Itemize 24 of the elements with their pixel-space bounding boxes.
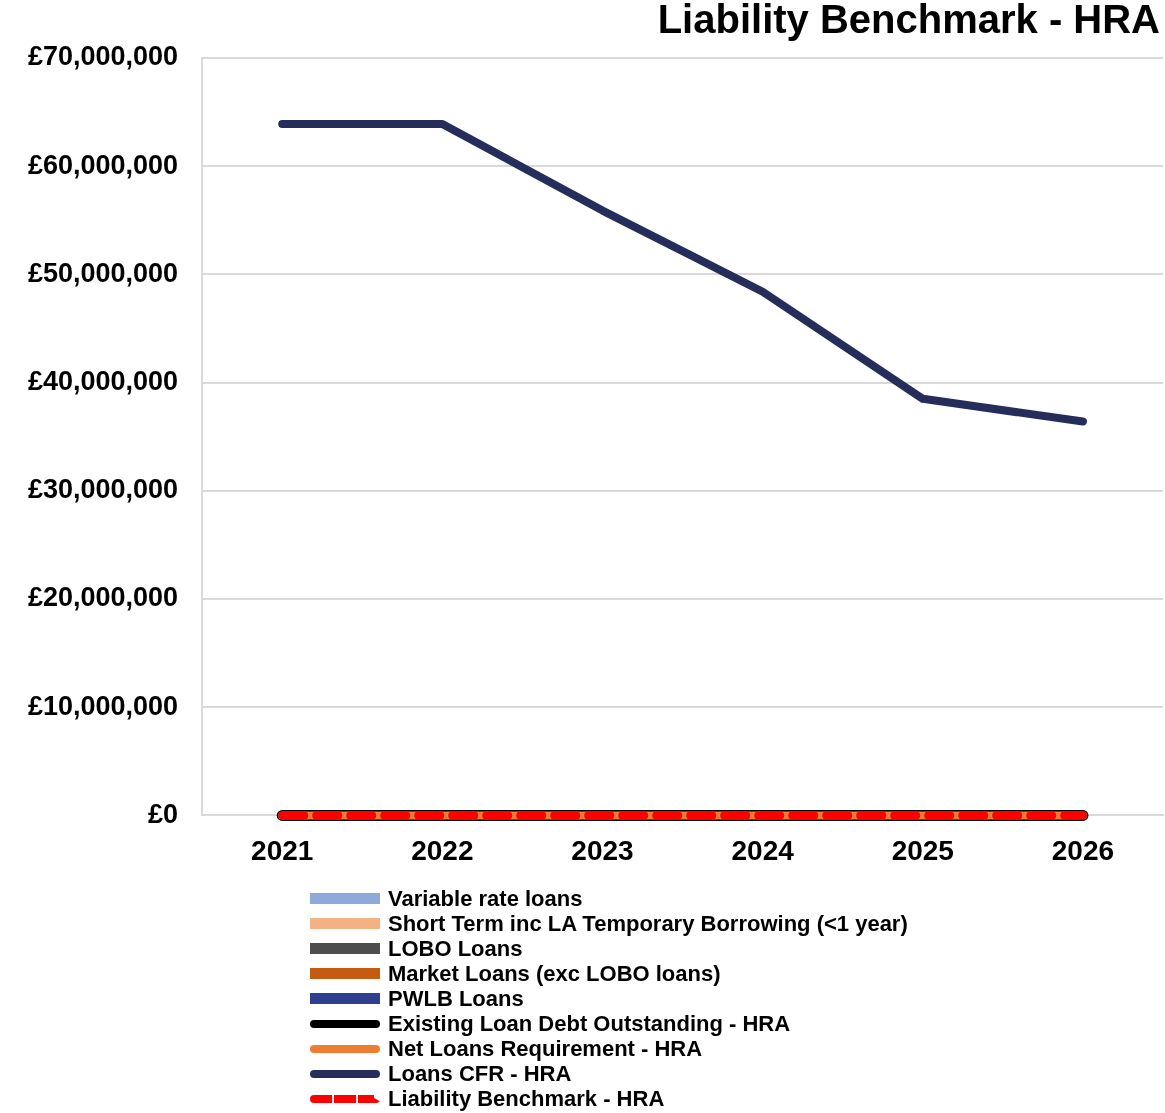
x-tick-label: 2021 bbox=[251, 834, 314, 866]
chart-title: Liability Benchmark - HRA bbox=[657, 0, 1160, 42]
y-tick-label: £0 bbox=[148, 798, 179, 829]
y-tick-label: £70,000,000 bbox=[27, 41, 179, 72]
y-tick-label: £40,000,000 bbox=[27, 366, 179, 397]
legend-label: PWLB Loans bbox=[388, 986, 524, 1011]
legend-label: Short Term inc LA Temporary Borrowing (<1 year) bbox=[388, 911, 908, 936]
y-tick-label: £30,000,000 bbox=[27, 474, 179, 505]
legend-label: LOBO Loans bbox=[388, 936, 523, 961]
legend-label: Net Loans Requirement - HRA bbox=[388, 1036, 703, 1061]
legend-label: Variable rate loans bbox=[388, 886, 583, 911]
legend-label: Market Loans (exc LOBO loans) bbox=[388, 961, 721, 986]
y-tick-label: £50,000,000 bbox=[27, 257, 179, 288]
x-tick-label: 2024 bbox=[731, 834, 795, 866]
y-tick-label: £10,000,000 bbox=[27, 690, 179, 721]
x-tick-label: 2025 bbox=[891, 834, 954, 866]
legend-label: Liability Benchmark - HRA bbox=[388, 1086, 665, 1111]
legend-label: Loans CFR - HRA bbox=[388, 1061, 572, 1086]
x-tick-label: 2022 bbox=[411, 834, 474, 866]
legend-label: Existing Loan Debt Outstanding - HRA bbox=[388, 1011, 791, 1036]
x-tick-label: 2026 bbox=[1051, 834, 1115, 866]
x-tick-label: 2023 bbox=[571, 834, 634, 866]
y-tick-label: £60,000,000 bbox=[27, 149, 179, 180]
y-tick-label: £20,000,000 bbox=[27, 582, 179, 613]
